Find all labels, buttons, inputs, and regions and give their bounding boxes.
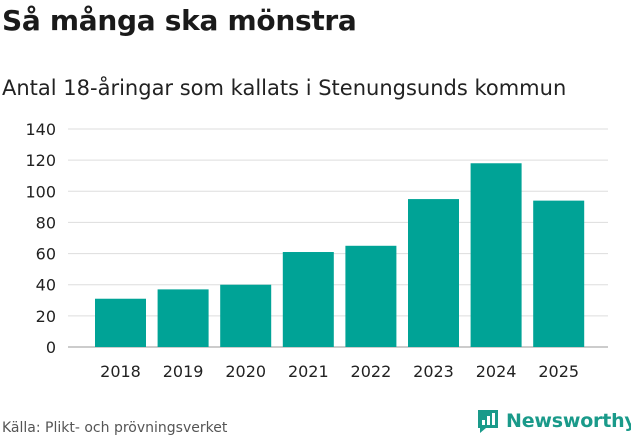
x-tick-label: 2022	[351, 362, 392, 381]
bar-2024	[470, 163, 522, 347]
chart-title: Så många ska mönstra	[2, 4, 357, 37]
source-note: Källa: Plikt- och prövningsverket	[2, 420, 228, 436]
y-tick-label: 100	[25, 182, 56, 201]
y-tick-label: 60	[36, 245, 56, 264]
x-tick-label: 2025	[538, 362, 579, 381]
y-tick-label: 120	[25, 151, 56, 170]
x-tick-label: 2020	[225, 362, 266, 381]
bar-2021	[282, 252, 334, 347]
x-tick-label: 2018	[100, 362, 141, 381]
x-tick-label: 2023	[413, 362, 454, 381]
y-tick-label: 140	[25, 120, 56, 139]
y-tick-label: 0	[46, 338, 56, 357]
x-tick-label: 2021	[288, 362, 329, 381]
newsworthy-logo-icon	[478, 410, 498, 433]
y-tick-label: 20	[36, 307, 56, 326]
x-tick-label: 2019	[163, 362, 204, 381]
x-tick-label: 2024	[476, 362, 517, 381]
y-tick-label: 80	[36, 213, 56, 232]
bar-2019	[157, 289, 209, 347]
bar-2018	[95, 298, 146, 347]
y-tick-label: 40	[36, 276, 56, 295]
bar-2022	[345, 245, 397, 347]
newsworthy-logo: Newsworthy	[476, 408, 631, 434]
newsworthy-logo-text: Newsworthy	[506, 410, 631, 432]
bar-2020	[220, 284, 272, 347]
chart-subtitle: Antal 18-åringar som kallats i Stenungsu…	[2, 76, 567, 100]
bar-2023	[408, 199, 459, 347]
bar-2025	[533, 200, 585, 347]
